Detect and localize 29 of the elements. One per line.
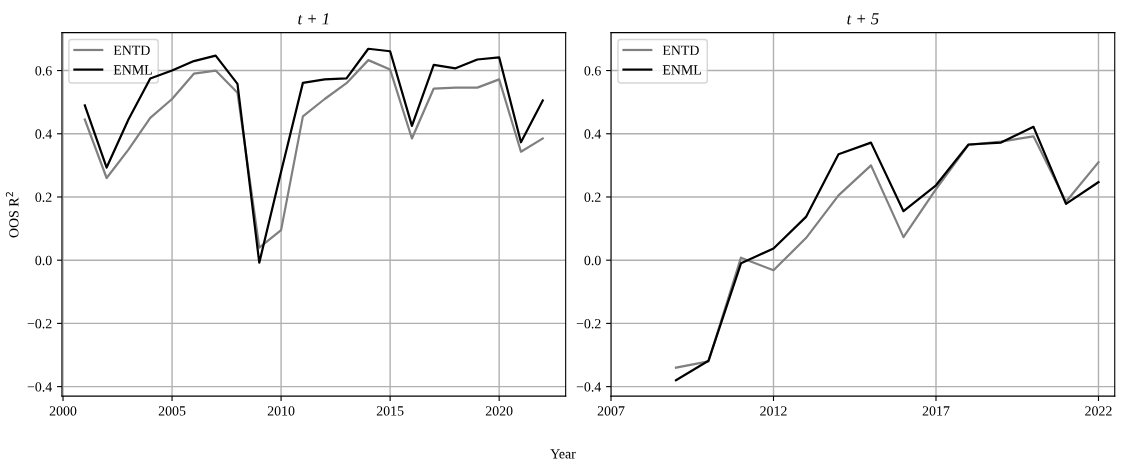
y-tick-label: −0.4: [576, 382, 602, 392]
x-tick-label: 2022: [1085, 406, 1112, 416]
y-tick-label: 0.6: [35, 66, 52, 76]
y-tick-label: 0.4: [584, 129, 602, 139]
chart-title: t + 1: [298, 13, 329, 25]
chart-title: t + 5: [847, 13, 879, 25]
x-tick-label: 2005: [158, 406, 186, 416]
y-tick-label: 0.2: [35, 192, 52, 202]
x-tick-label: 2015: [376, 406, 404, 416]
y-tick-label: −0.2: [576, 318, 601, 329]
y-tick-label: 0.0: [584, 255, 601, 266]
legend-label: ENTD: [662, 45, 699, 55]
x-tick-label: 2000: [49, 406, 77, 416]
y-tick-label: 0.0: [35, 255, 52, 266]
y-tick-label: 0.2: [584, 192, 601, 202]
x-tick-label: 2010: [267, 406, 295, 416]
legend-label: ENML: [113, 65, 152, 75]
x-axis-title: Year: [550, 449, 576, 459]
y-tick-label: 0.6: [584, 66, 601, 76]
x-tick-label: 2020: [485, 406, 513, 416]
y-tick-label: 0.4: [35, 129, 52, 139]
legend-label: ENML: [662, 65, 701, 75]
y-axis-title: OOS R$^{2}$: [5, 192, 19, 238]
x-tick-label: 2012: [760, 406, 787, 416]
x-tick-label: 2007: [597, 406, 625, 416]
y-tick-label: −0.2: [27, 318, 52, 329]
x-tick-label: 2017: [922, 406, 950, 416]
y-tick-label: −0.4: [27, 382, 52, 392]
legend-label: ENTD: [113, 45, 150, 55]
